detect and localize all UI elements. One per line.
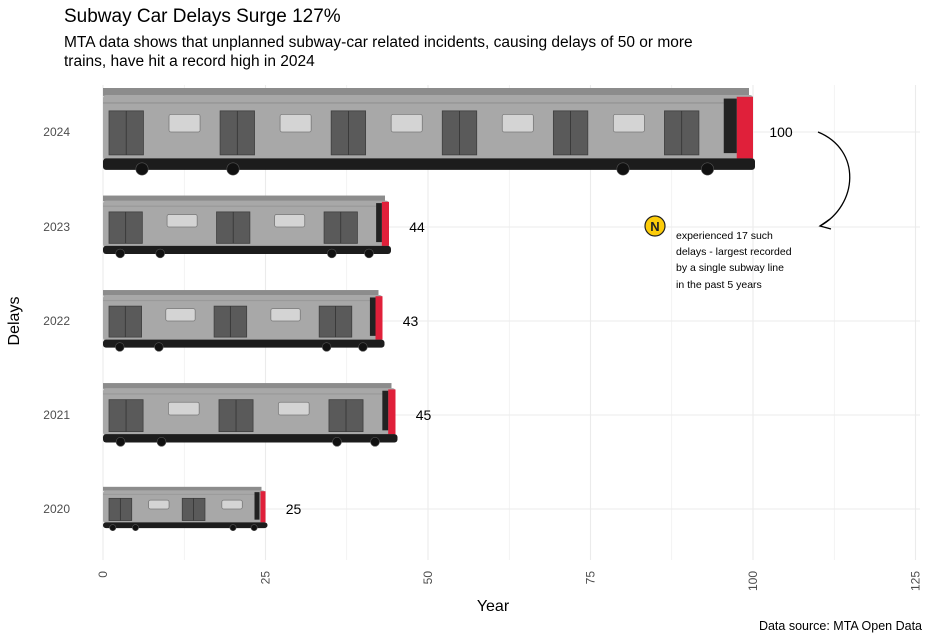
- car-wheel: [321, 342, 332, 352]
- annotation-line-3: by a single subway line: [676, 262, 784, 274]
- car-body: [103, 95, 753, 161]
- annotation-arrowhead: [818, 218, 832, 230]
- car-wheel: [358, 342, 368, 352]
- car-wheel: [155, 248, 165, 259]
- car-window: [148, 499, 170, 510]
- value-labels: 25 45 43 44 100: [286, 124, 793, 517]
- car-window: [168, 114, 201, 133]
- car-cab-window: [382, 390, 389, 431]
- bar-2024: [103, 88, 755, 176]
- x-axis-title: Year: [477, 598, 510, 615]
- car-wheel: [364, 248, 374, 259]
- x-tick-label-75: 75: [584, 571, 598, 585]
- chart-subtitle: MTA data shows that unplanned subway-car…: [64, 34, 693, 70]
- car-roof: [103, 383, 392, 389]
- car-window: [501, 114, 534, 133]
- car-window: [390, 114, 423, 133]
- y-axis-title: Delays: [6, 297, 23, 346]
- bar-2022: [103, 290, 385, 352]
- car-window: [166, 214, 198, 228]
- car-wheel: [135, 162, 149, 176]
- y-tick-label-2023: 2023: [43, 220, 70, 234]
- car-stripe: [103, 393, 396, 395]
- car-wheel: [154, 342, 164, 352]
- value-label-2024: 100: [769, 124, 793, 140]
- bars: [103, 88, 755, 532]
- car-front-accent: [260, 491, 266, 523]
- car-stripe: [103, 493, 266, 495]
- subway-line-badge: [644, 215, 666, 237]
- car-wheel: [156, 437, 167, 447]
- car-roof: [103, 195, 385, 202]
- x-tick-label-50: 50: [421, 571, 435, 585]
- car-window: [277, 401, 310, 416]
- subway-line-badge-label: N: [650, 219, 659, 234]
- bar-2023: [103, 195, 391, 259]
- bar-2020: [103, 486, 268, 532]
- car-cab-window: [254, 492, 260, 520]
- x-tick-label-25: 25: [259, 571, 273, 585]
- y-tick-label-2022: 2022: [43, 314, 70, 328]
- x-axis: 0 25 50 75 100 125: [96, 571, 923, 591]
- car-stripe: [103, 102, 753, 104]
- car-underframe: [103, 245, 391, 255]
- car-wheel: [370, 437, 380, 447]
- car-window: [270, 308, 301, 322]
- data-source-caption: Data source: MTA Open Data: [758, 619, 922, 633]
- chart-title: Subway Car Delays Surge 127%: [64, 6, 341, 27]
- car-underframe: [103, 339, 385, 348]
- y-tick-label-2021: 2021: [43, 408, 70, 422]
- car-wheel: [332, 437, 342, 447]
- car-wheel: [701, 162, 714, 176]
- annotation: N experienced 17 such delays - largest r…: [644, 131, 851, 291]
- value-label-2023: 44: [409, 219, 425, 235]
- car-front-accent: [381, 201, 389, 246]
- annotation-line-2: delays - largest recorded: [676, 246, 792, 258]
- x-tick-label-100: 100: [746, 571, 760, 591]
- x-tick-label-0: 0: [96, 571, 110, 578]
- annotation-line-4: in the past 5 years: [676, 279, 762, 291]
- car-wheel: [115, 248, 125, 259]
- y-tick-label-2020: 2020: [43, 502, 70, 516]
- car-wheel: [115, 437, 126, 447]
- car-wheel: [250, 524, 258, 532]
- car-stripe: [103, 299, 383, 302]
- car-cab-window: [369, 297, 376, 336]
- annotation-line-1: experienced 17 such: [676, 230, 773, 242]
- car-front-accent: [388, 389, 396, 435]
- car-front-accent: [736, 96, 753, 159]
- car-underframe: [103, 158, 755, 170]
- value-label-2020: 25: [286, 501, 302, 517]
- car-front-accent: [375, 296, 383, 340]
- car-wheel: [616, 162, 630, 176]
- y-tick-label-2024: 2024: [43, 125, 70, 139]
- x-tick-label-125: 125: [909, 571, 923, 591]
- bar-2021: [103, 383, 398, 447]
- value-label-2022: 43: [403, 313, 419, 329]
- car-wheel: [327, 248, 337, 259]
- annotation-arrow: [817, 131, 851, 227]
- car-wheel: [109, 524, 117, 532]
- car-window: [612, 114, 645, 133]
- car-window: [165, 308, 196, 322]
- car-roof: [103, 88, 749, 96]
- car-stripe: [103, 205, 389, 207]
- car-window: [221, 499, 243, 510]
- car-wheel: [229, 524, 237, 532]
- car-roof: [103, 486, 262, 491]
- car-wheel: [132, 524, 139, 532]
- value-label-2021: 45: [416, 407, 432, 423]
- car-roof: [103, 290, 379, 296]
- y-axis: 2020 2021 2022 2023 2024: [43, 125, 70, 516]
- car-underframe: [103, 434, 398, 443]
- car-wheel: [115, 342, 125, 352]
- car-wheel: [226, 162, 240, 176]
- car-underframe: [103, 522, 268, 529]
- car-window: [279, 114, 312, 133]
- car-window: [274, 214, 306, 228]
- car-cab-window: [376, 203, 382, 243]
- car-cab-window: [723, 98, 737, 154]
- car-window: [167, 401, 200, 416]
